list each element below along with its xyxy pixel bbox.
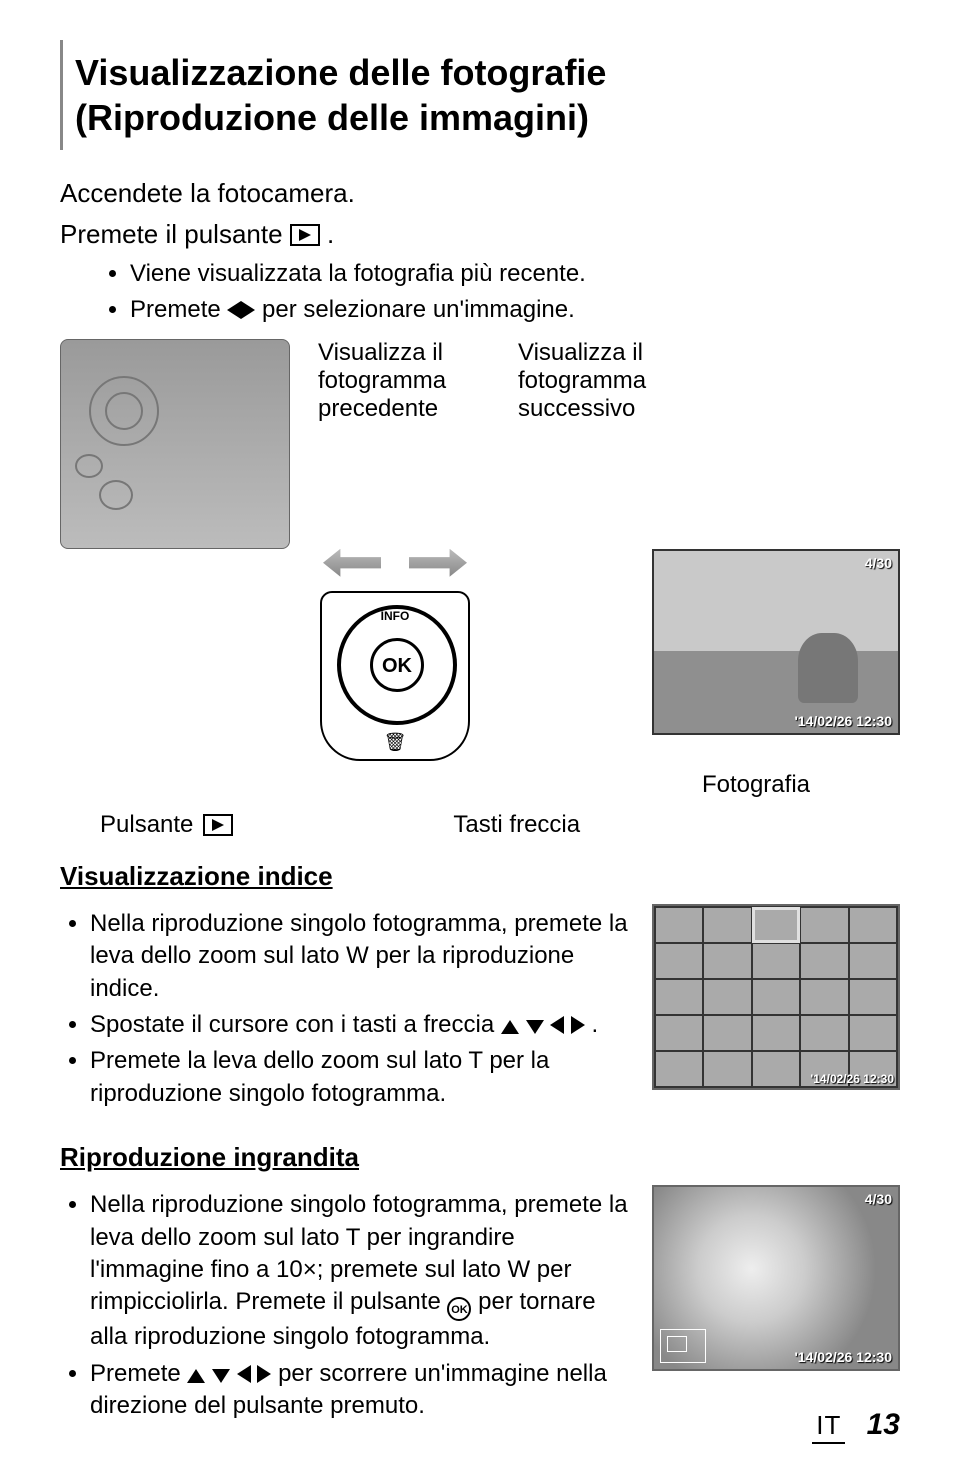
ib2-post: . xyxy=(592,1011,599,1038)
b2-post: per selezionare un'immagine. xyxy=(262,296,575,323)
left-triangle-icon-3 xyxy=(237,1365,251,1383)
step-1: Accendete la fotocamera. xyxy=(60,178,900,209)
step-2-pre: Premete il pulsante xyxy=(60,219,290,249)
trash-icon: 🗑 xyxy=(322,732,468,753)
footer-language: IT xyxy=(812,1408,845,1444)
page-footer: IT 13 xyxy=(812,1408,900,1442)
zoom-minimap xyxy=(660,1329,706,1363)
indice-section: Nella riproduzione singolo fotogramma, p… xyxy=(60,904,900,1120)
label-row: Pulsante Tasti freccia xyxy=(60,811,900,839)
play-button-icon xyxy=(290,224,320,246)
step-2: Premete il pulsante . xyxy=(60,219,900,250)
play-button-icon-2 xyxy=(203,814,233,836)
tasti-freccia-label: Tasti freccia xyxy=(453,811,580,839)
diagram-row: Visualizza il fotogramma precedente Visu… xyxy=(60,339,900,549)
bullet-recent-photo: Viene visualizzata la fotografia più rec… xyxy=(130,258,900,290)
subhead-ingrandita: Riproduzione ingrandita xyxy=(60,1142,900,1173)
arrow-left-icon xyxy=(323,549,381,577)
pulsante-label: Pulsante xyxy=(100,811,193,839)
down-triangle-icon xyxy=(526,1020,544,1034)
indice-bullet-3: Premete la leva dello zoom sul lato T pe… xyxy=(90,1045,632,1110)
up-triangle-icon-2 xyxy=(187,1369,205,1383)
ingrandita-bullet-1: Nella riproduzione singolo fotogramma, p… xyxy=(90,1189,632,1354)
down-triangle-icon-2 xyxy=(212,1369,230,1383)
up-triangle-icon xyxy=(501,1020,519,1034)
indice-bullet-1: Nella riproduzione singolo fotogramma, p… xyxy=(90,908,632,1005)
title-line-2: (Riproduzione delle immagini) xyxy=(75,97,589,138)
ingrandita-section: Nella riproduzione singolo fotogramma, p… xyxy=(60,1185,900,1432)
caption-next: Visualizza il fotogramma successivo xyxy=(518,339,678,423)
indice-bullet-2: Spostate il cursore con i tasti a frecci… xyxy=(90,1009,632,1041)
right-triangle-icon-2 xyxy=(571,1016,585,1034)
bullet-select-image: Premete per selezionare un'immagine. xyxy=(130,294,900,326)
right-triangle-icon-3 xyxy=(257,1365,271,1383)
b2-pre: Premete xyxy=(130,296,227,323)
grid-timestamp: '14/02/26 12:30 xyxy=(810,1072,894,1086)
zoom-counter: 4/30 xyxy=(865,1191,892,1207)
title-line-1: Visualizzazione delle fotografie xyxy=(75,52,606,93)
caption-prev: Visualizza il fotogramma precedente xyxy=(318,339,478,423)
mid-row: INFO OK 🗑 4/30 '14/02/26 12:30 xyxy=(60,549,900,761)
left-triangle-icon xyxy=(227,301,241,319)
step-2-bullets: Viene visualizzata la fotografia più rec… xyxy=(60,258,900,327)
dpad-illustration: INFO OK 🗑 xyxy=(320,591,470,761)
zoomed-photo: 4/30 '14/02/26 12:30 xyxy=(652,1185,900,1371)
step-2-post: . xyxy=(327,219,334,249)
photo-timestamp: '14/02/26 12:30 xyxy=(794,713,892,729)
ib2-pre: Spostate il cursore con i tasti a frecci… xyxy=(90,1011,501,1038)
subhead-indice: Visualizzazione indice xyxy=(60,861,900,892)
ok-circle-icon: OK xyxy=(447,1297,471,1321)
thumbnail-grid: '14/02/26 12:30 xyxy=(652,904,900,1090)
left-triangle-icon-2 xyxy=(550,1016,564,1034)
arrow-right-icon xyxy=(409,549,467,577)
zoom-timestamp: '14/02/26 12:30 xyxy=(794,1349,892,1365)
right-triangle-icon xyxy=(241,301,255,319)
page-title-box: Visualizzazione delle fotografie (Riprod… xyxy=(60,40,900,150)
photo-label: Fotografia xyxy=(60,771,900,799)
ok-button-icon: OK xyxy=(370,638,424,692)
footer-page-number: 13 xyxy=(867,1408,900,1441)
ingrandita-bullet-2: Premete per scorrere un'immagine nella d… xyxy=(90,1358,632,1423)
sample-photo: 4/30 '14/02/26 12:30 xyxy=(652,549,900,735)
photo-counter: 4/30 xyxy=(865,555,892,571)
ing2-pre: Premete xyxy=(90,1360,187,1387)
camera-illustration xyxy=(60,339,290,549)
